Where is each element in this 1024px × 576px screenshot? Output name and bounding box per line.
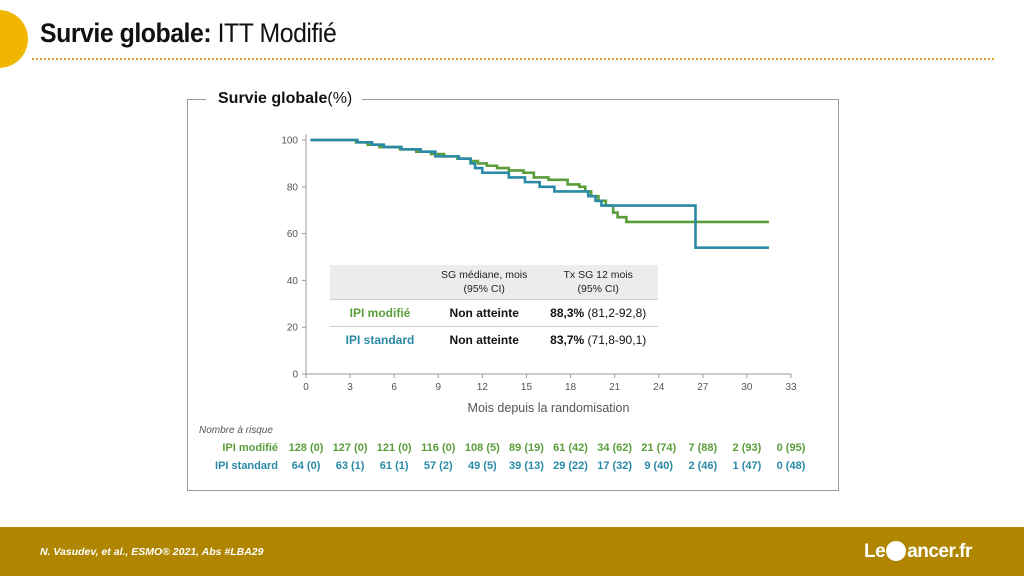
summary-header-rate: Tx SG 12 mois (95% CI) <box>538 265 658 300</box>
summary-header-median-label: SG médiane, mois <box>441 269 528 281</box>
at-risk-row-label: IPI modifié <box>222 442 278 454</box>
summary-row-rate-value: 83,7% <box>550 333 585 347</box>
chart-frame-title: Survie globale(%) <box>206 90 363 108</box>
summary-row-label: IPI standard <box>330 326 430 353</box>
footer-band <box>0 527 1024 576</box>
at-risk-cell: 108 (5) <box>464 442 500 454</box>
at-risk-cell: 63 (1) <box>335 460 365 472</box>
x-tick-label: 12 <box>477 382 489 393</box>
at-risk-cell: 49 (5) <box>467 460 497 472</box>
at-risk-title: Nombre à risque <box>199 425 273 436</box>
x-tick-label: 15 <box>521 382 533 393</box>
summary-row-median: Non atteinte <box>430 299 539 327</box>
chart-frame-title-bold: Survie globale <box>218 90 328 107</box>
x-tick-label: 24 <box>653 382 665 393</box>
summary-row-ipi-modifie: IPI modifié Non atteinte 88,3% (81,2-92,… <box>330 299 658 327</box>
slide-title: Survie globale: ITT Modifié <box>40 18 337 49</box>
at-risk-row: IPI modifié 128 (0) 127 (0) 121 (0) 116 (0) 1… <box>190 442 830 458</box>
brand-logo-right: ancer.fr <box>907 541 972 562</box>
at-risk-cell: 2 (46) <box>688 460 718 472</box>
title-divider <box>32 58 994 60</box>
x-tick-label: 33 <box>785 382 797 393</box>
summary-row-label: IPI modifié <box>330 299 430 327</box>
y-tick-label: 100 <box>281 136 298 147</box>
at-risk-cell: 21 (74) <box>641 442 677 454</box>
chart-frame-title-rest: (%) <box>327 90 353 107</box>
x-tick-label: 18 <box>565 382 577 393</box>
y-tick-label: 40 <box>287 276 299 287</box>
x-tick-label: 21 <box>609 382 621 393</box>
summary-header-blank <box>330 265 430 300</box>
at-risk-cell: 121 (0) <box>376 442 412 454</box>
at-risk-cell: 7 (88) <box>688 442 718 454</box>
slide-title-bold: Survie globale: <box>40 18 212 48</box>
summary-row-rate: 83,7% (71,8-90,1) <box>538 326 658 353</box>
summary-row-rate-ci: (71,8-90,1) <box>584 333 647 347</box>
at-risk-cell: 17 (32) <box>597 460 633 472</box>
at-risk-cell: 0 (95) <box>776 442 806 454</box>
at-risk-cell: 127 (0) <box>332 442 368 454</box>
x-tick-label: 9 <box>435 382 441 393</box>
at-risk-cell: 57 (2) <box>423 460 453 472</box>
at-risk-cell: 128 (0) <box>288 442 324 454</box>
y-tick-label: 80 <box>287 182 299 193</box>
summary-header-median: SG médiane, mois (95% CI) <box>430 265 539 300</box>
at-risk-cell: 29 (22) <box>553 460 588 472</box>
x-tick-label: 6 <box>391 382 397 393</box>
summary-header-rate-label: Tx SG 12 mois <box>563 269 633 281</box>
slide-title-rest: ITT Modifié <box>211 18 337 48</box>
at-risk-cell: 61 (42) <box>553 442 588 454</box>
summary-row-median: Non atteinte <box>430 326 539 353</box>
brand-logo-left: Le <box>864 541 886 562</box>
chart-frame <box>187 99 839 491</box>
at-risk-row-label: IPI standard <box>215 460 278 472</box>
at-risk-cell: 89 (19) <box>509 442 544 454</box>
x-tick-label: 30 <box>741 382 753 393</box>
y-tick-label: 0 <box>292 370 298 381</box>
at-risk-row: IPI standard 64 (0) 63 (1) 61 (1) 57 (2) 49 (… <box>190 460 830 476</box>
x-tick-label: 3 <box>347 382 353 393</box>
at-risk-cell: 0 (48) <box>776 460 806 472</box>
summary-row-rate-ci: (81,2-92,8) <box>584 306 647 320</box>
at-risk-cell: 9 (40) <box>644 460 674 472</box>
summary-row-ipi-standard: IPI standard Non atteinte 83,7% (71,8-90… <box>330 326 658 353</box>
survival-curve-ipi-standard <box>310 138 769 249</box>
x-axis-title: Mois depuis la randomisation <box>468 401 630 415</box>
y-tick-label: 60 <box>287 229 299 240</box>
brand-logo-circle <box>886 541 907 561</box>
summary-row-rate-value: 88,3% <box>550 306 585 320</box>
summary-header-rate-sub: (95% CI) <box>577 283 619 295</box>
summary-header-row: SG médiane, mois (95% CI) Tx SG 12 mois (9… <box>330 265 658 300</box>
at-risk-cell: 116 (0) <box>421 442 456 454</box>
x-tick-label: 0 <box>303 382 309 393</box>
at-risk-cell: 61 (1) <box>379 460 409 472</box>
at-risk-cell: 39 (13) <box>509 460 544 472</box>
summary-table: SG médiane, mois (95% CI) Tx SG 12 mois (9… <box>330 265 658 353</box>
at-risk-cell: 64 (0) <box>291 460 321 472</box>
summary-row-rate: 88,3% (81,2-92,8) <box>538 299 658 327</box>
at-risk-cell: 34 (62) <box>597 442 633 454</box>
summary-header-median-sub: (95% CI) <box>463 283 505 295</box>
at-risk-cell: 2 (93) <box>732 442 762 454</box>
brand-logo: Le ancer.fr <box>864 541 972 563</box>
y-tick-label: 20 <box>287 323 299 334</box>
x-tick-label: 27 <box>697 382 709 393</box>
footer-citation: N. Vasudev, et al., ESMO® 2021, Abs #LBA… <box>40 546 264 558</box>
at-risk-cell: 1 (47) <box>732 460 762 472</box>
